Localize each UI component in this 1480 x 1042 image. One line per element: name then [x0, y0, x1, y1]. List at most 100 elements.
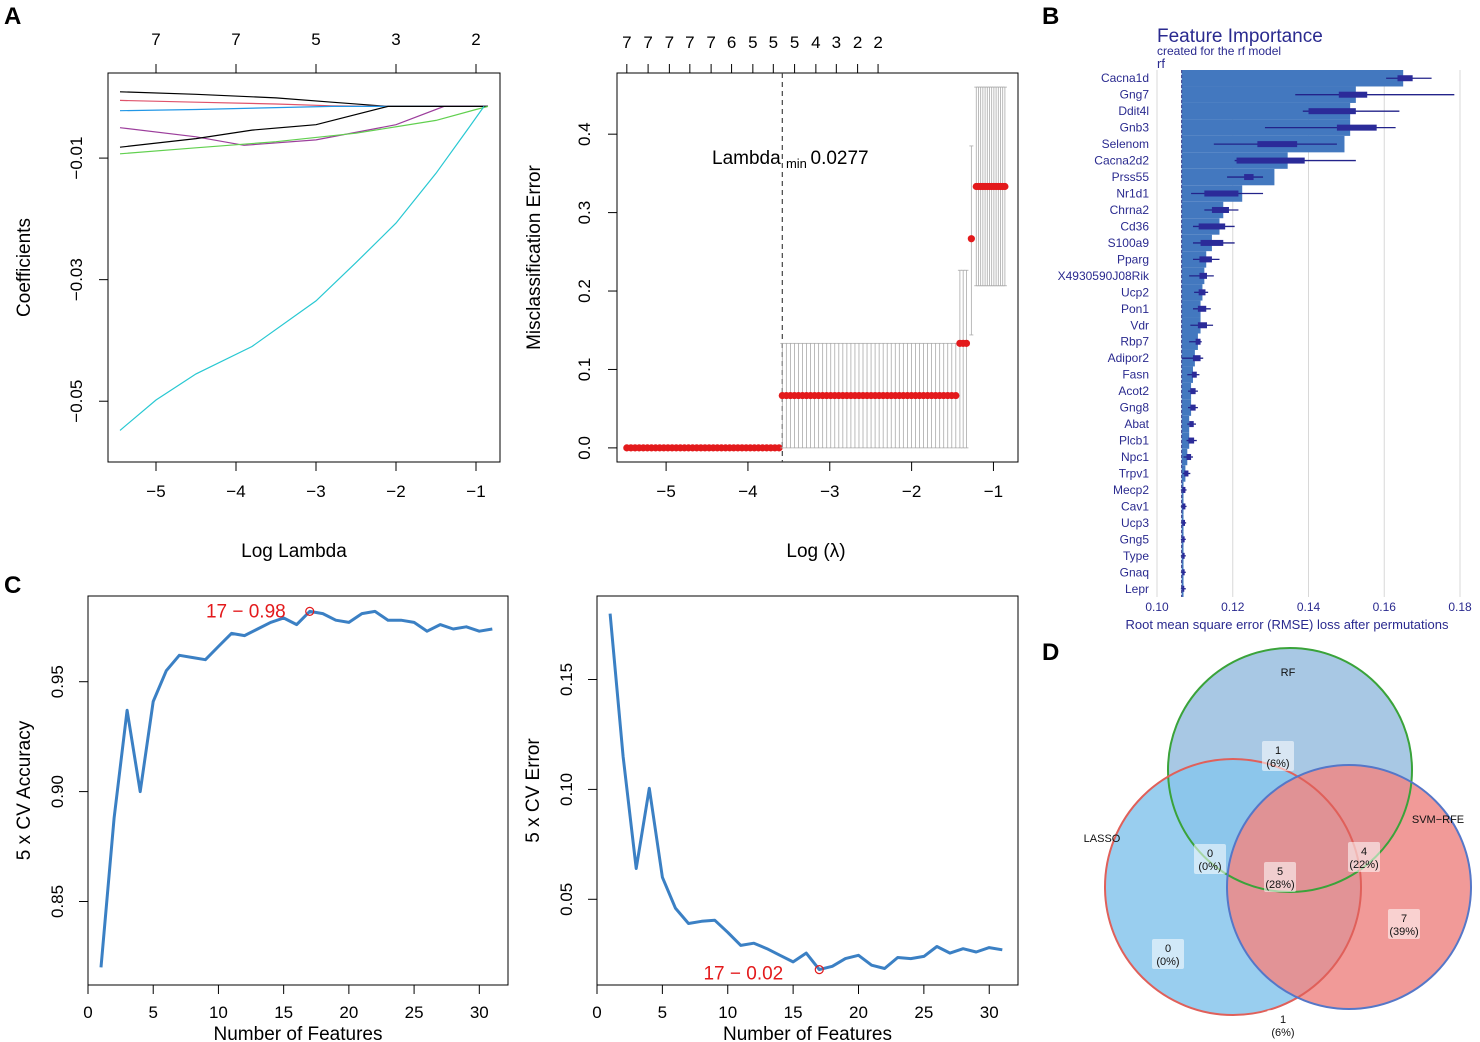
venn-pct-rf_lasso: (0%) — [1198, 861, 1221, 873]
y-tick-label: 0.90 — [48, 775, 67, 808]
venn-lasso-outline — [1104, 758, 1362, 1016]
top-tick-label: 3 — [391, 30, 400, 49]
feature-label: Gng5 — [1120, 532, 1150, 546]
top-tick-label: 5 — [748, 33, 757, 52]
top-tick-label: 7 — [706, 33, 715, 52]
top-tick-label: 2 — [853, 33, 862, 52]
x-tick-label: 0 — [592, 1003, 601, 1022]
coef-path-red — [119, 99, 488, 108]
x-tick-label: 0.14 — [1297, 600, 1321, 614]
top-tick-label: 7 — [685, 33, 694, 52]
x-tick-label: 5 — [658, 1003, 667, 1022]
importance-box — [1336, 124, 1377, 131]
feature-label: Type — [1123, 549, 1149, 563]
plot-frame — [596, 595, 1019, 986]
feature-label: Trpv1 — [1119, 466, 1150, 480]
y-tick-label: 0.2 — [575, 279, 594, 303]
x-tick-label: −5 — [146, 482, 165, 501]
top-tick-label: 5 — [769, 33, 778, 52]
feature-label: Gnb3 — [1120, 121, 1150, 135]
venn-count-rf_svm: 4 — [1361, 846, 1367, 858]
importance-box — [1182, 503, 1186, 510]
top-tick-label: 7 — [622, 33, 631, 52]
x-axis-label: Root mean square error (RMSE) loss after… — [1126, 617, 1449, 632]
importance-box — [1190, 388, 1196, 395]
cv-point — [952, 391, 960, 400]
feature-label: Gng7 — [1120, 88, 1150, 102]
panel-label-c: C — [4, 572, 21, 599]
importance-bar — [1181, 102, 1351, 120]
best-point-marker — [814, 965, 824, 975]
importance-box — [1192, 355, 1201, 362]
x-tick-label: −2 — [902, 482, 921, 501]
importance-box — [1189, 421, 1194, 428]
x-tick-label: −5 — [656, 482, 675, 501]
venn-label-svm: SVM−RFE — [1412, 814, 1464, 826]
feature-label: Fasn — [1122, 368, 1149, 382]
feature-label: Vdr — [1130, 318, 1149, 332]
top-tick-label: 7 — [665, 33, 674, 52]
best-point-annotation: 17 − 0.98 — [206, 601, 286, 622]
cv-line — [99, 609, 493, 968]
importance-bar — [1181, 399, 1192, 416]
x-tick-label: 30 — [470, 1003, 489, 1022]
venn-pct-all_three: (28%) — [1265, 879, 1294, 891]
importance-box — [1204, 190, 1239, 197]
x-tick-label: 0.12 — [1221, 600, 1245, 614]
y-tick-label: 0.3 — [575, 201, 594, 225]
venn-count-lasso_only: 0 — [1165, 943, 1171, 955]
x-axis-label: Log (λ) — [786, 541, 845, 562]
x-axis-label: Number of Features — [214, 1024, 383, 1042]
venn-count-rf_only: 1 — [1275, 745, 1281, 757]
importance-box — [1199, 272, 1207, 279]
x-tick-label: 10 — [209, 1003, 228, 1022]
top-tick-label: 7 — [231, 30, 240, 49]
venn-count-box — [1267, 1010, 1299, 1040]
top-tick-label: 7 — [643, 33, 652, 52]
feature-label: Npc1 — [1121, 450, 1149, 464]
feature-label: Pparg — [1117, 252, 1149, 266]
importance-box — [1198, 289, 1206, 296]
y-tick-label: −0.01 — [67, 137, 86, 180]
plot-frame — [616, 72, 1019, 463]
venn-count-box — [1388, 909, 1420, 939]
x-tick-label: 20 — [339, 1003, 358, 1022]
panel-label-a: A — [4, 3, 21, 30]
x-tick-label: 25 — [914, 1003, 933, 1022]
venn-pct-rf_svm: (22%) — [1349, 859, 1378, 871]
top-tick-label: 6 — [727, 33, 736, 52]
importance-bar — [1181, 300, 1201, 318]
feature-label: Gnaq — [1120, 565, 1149, 579]
lambda-min-annotation: Lambda min 0.0277 — [712, 148, 869, 171]
feature-label: S100a9 — [1108, 236, 1150, 250]
x-tick-label: 0.10 — [1145, 600, 1169, 614]
venn-diagram: RF LASSO SVM−RFE 1(6%)0(0%)4(22%)5(28%)0… — [1084, 647, 1472, 1040]
importance-bar — [1181, 201, 1224, 219]
x-tick-label: −2 — [386, 482, 405, 501]
importance-box — [1182, 552, 1185, 559]
importance-bar — [1181, 284, 1203, 301]
x-tick-label: 15 — [784, 1003, 803, 1022]
y-tick-label: 0.1 — [575, 358, 594, 382]
y-tick-label: 0.15 — [557, 663, 576, 696]
x-tick-label: −3 — [820, 482, 839, 501]
coefficient-path-chart: −5 −4 −3 −2 −1 −0.01 −0.03 −0.05 7 7 5 3 2 Log Lambda… — [14, 30, 501, 562]
venn-pct-rf_only: (6%) — [1266, 758, 1289, 770]
x-tick-label: 20 — [849, 1003, 868, 1022]
importance-bar — [1181, 86, 1356, 103]
x-tick-label: −3 — [306, 482, 325, 501]
x-tick-label: −4 — [738, 482, 757, 501]
venn-svm-outline — [1226, 764, 1472, 1010]
feature-label: Ucp3 — [1121, 516, 1149, 530]
top-tick-label: 2 — [471, 30, 480, 49]
importance-box — [1199, 256, 1212, 263]
venn-count-rf_lasso: 0 — [1207, 848, 1213, 860]
importance-box — [1197, 305, 1207, 312]
venn-count-box — [1264, 862, 1296, 892]
importance-box — [1236, 157, 1305, 164]
cv-line — [608, 613, 1003, 972]
importance-box — [1191, 371, 1197, 378]
x-axis-label: Number of Features — [723, 1024, 892, 1042]
best-point-marker — [305, 606, 315, 616]
